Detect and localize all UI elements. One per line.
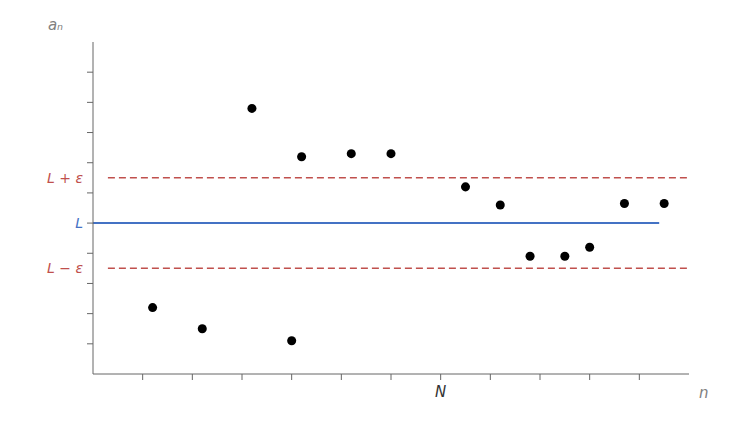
svg-text:n: n	[699, 384, 709, 402]
svg-text:L − ε: L − ε	[47, 260, 83, 276]
svg-text:L + ε: L + ε	[47, 170, 83, 186]
svg-text:aₙ: aₙ	[48, 16, 63, 34]
svg-text:L: L	[75, 215, 83, 231]
svg-text:N: N	[435, 383, 446, 401]
